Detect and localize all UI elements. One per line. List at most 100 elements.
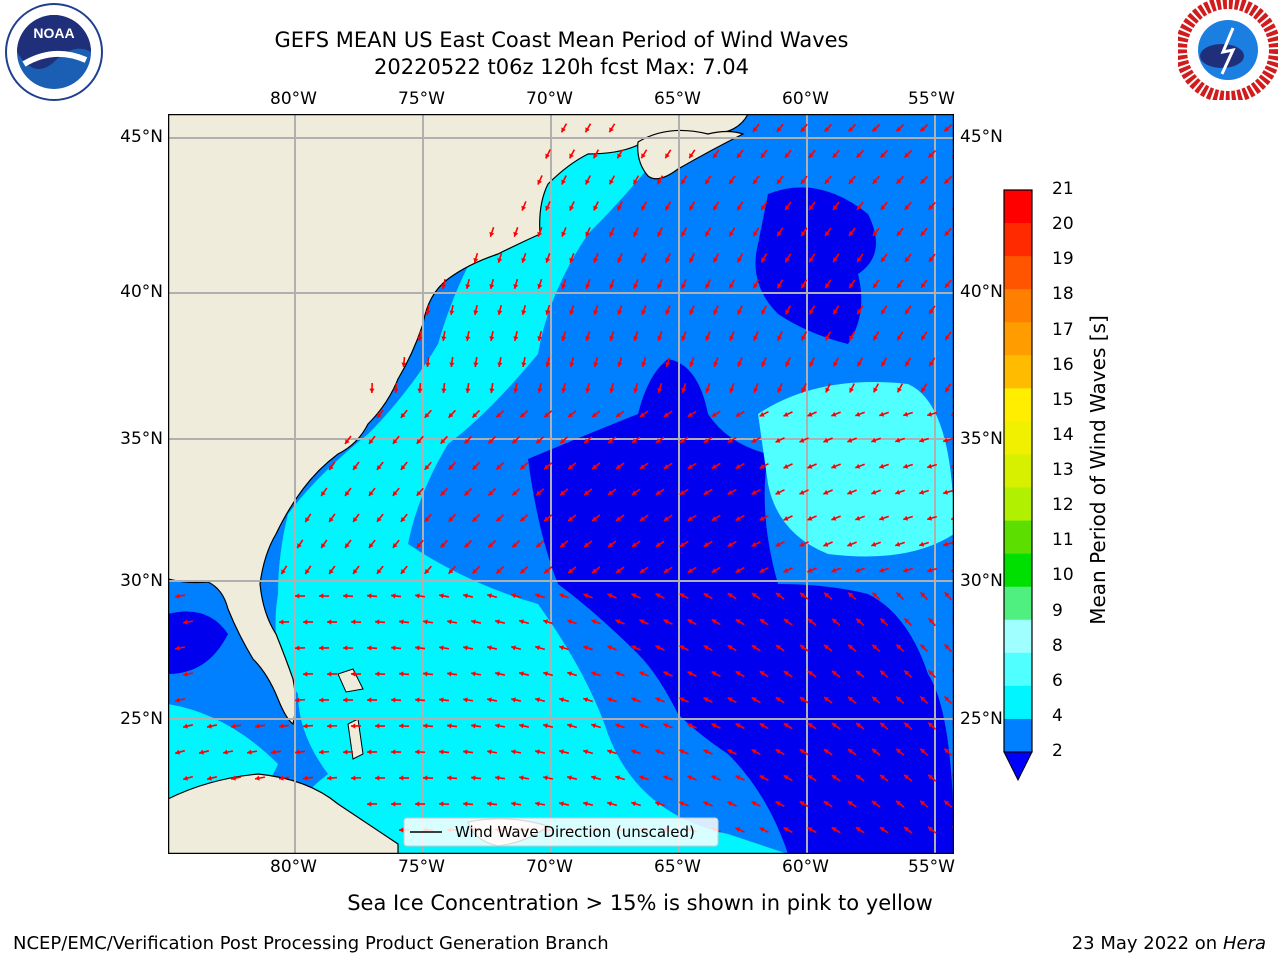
wind-wave-arrow-head (663, 619, 669, 624)
wind-wave-arrow-head (777, 387, 783, 393)
wind-wave-arrow-head (848, 178, 854, 184)
wind-wave-arrow-head (735, 671, 741, 676)
wind-wave-arrow-head (903, 463, 909, 469)
wind-wave-arrow-head (783, 515, 789, 521)
wind-wave-arrow-head (687, 412, 693, 417)
wind-wave-arrow-head (519, 723, 524, 729)
wind-wave-arrow-head (375, 775, 380, 781)
wind-wave-arrow-head (559, 645, 565, 651)
wind-wave-arrow-head (472, 568, 478, 574)
wind-wave-arrow-head (535, 801, 540, 807)
wind-wave-arrow-head (544, 412, 550, 418)
colorbar-tick-labels: 21 20 19 18 17 16 15 14 13 12 11 10 9 8 6 4 2 (1040, 179, 1100, 786)
wind-wave-arrow-head (855, 827, 861, 832)
wind-wave-arrow-head (856, 204, 862, 210)
wind-wave-arrow-head (879, 827, 885, 832)
wind-wave-arrow-head (415, 645, 420, 651)
wind-wave-arrow-head (417, 388, 423, 393)
wind-wave-arrow-head (568, 412, 574, 418)
wind-wave-arrow-head (927, 463, 933, 469)
lat-label-right-1: 45°N (960, 127, 1003, 147)
wind-wave-arrow-head (687, 619, 693, 624)
cuba (168, 773, 399, 854)
wind-wave-arrow-head (487, 749, 492, 755)
wind-wave-arrow-head (496, 412, 502, 418)
wind-wave-arrow-head (856, 152, 862, 158)
wind-wave-arrow-head (735, 464, 741, 469)
wind-wave-arrow-head (831, 723, 837, 728)
legend-label: Wind Wave Direction (unscaled) (455, 823, 695, 841)
wind-wave-arrow-head (617, 205, 622, 211)
wind-wave-arrow-head (927, 515, 933, 521)
wind-wave-arrow-head (400, 516, 406, 522)
wind-wave-arrow-head (561, 179, 567, 185)
wind-wave-arrow-head (513, 388, 519, 393)
wind-wave-arrow-head (920, 230, 926, 236)
wind-wave-arrow-head (631, 801, 637, 807)
wind-wave-arrow-head (559, 749, 564, 755)
wind-wave-arrow-head (512, 490, 518, 496)
lon-label-top-1: 80°W (270, 89, 317, 109)
chart-subtitle: 20220522 t06z 120h fcst Max: 7.04 (374, 55, 749, 79)
lat-label-right-5: 25°N (960, 709, 1003, 729)
colorbar-tick-label: 2 (1052, 741, 1063, 761)
wind-wave-arrow-head (919, 489, 925, 495)
wind-wave-arrow-head (439, 749, 444, 755)
wind-wave-arrow-head (368, 490, 374, 496)
colorbar-extend-triangle (1003, 751, 1033, 782)
wind-wave-arrow-head (681, 283, 687, 289)
lon-label-top-5: 60°W (782, 89, 829, 109)
wind-wave-arrow-head (903, 567, 909, 573)
wind-wave-arrow-head (783, 411, 789, 417)
wind-wave-arrow-head (663, 464, 669, 469)
wind-wave-arrow-head (329, 569, 334, 575)
wind-wave-arrow-head (569, 153, 574, 159)
wind-wave-arrow-head (391, 593, 396, 599)
wind-wave-arrow-head (665, 309, 671, 315)
lon-label-bottom-1: 80°W (270, 857, 317, 877)
wind-wave-arrow-head (895, 541, 901, 547)
sea-ice-note: Sea Ice Concentration > 15% is shown in … (0, 891, 1280, 915)
wind-wave-arrow-head (735, 412, 741, 417)
wind-wave-arrow-head (567, 775, 572, 781)
wind-wave-arrow-head (399, 827, 404, 833)
wind-wave-arrow-head (753, 335, 759, 341)
wind-wave-arrow-head (825, 231, 830, 237)
wind-wave-arrow-head (583, 593, 589, 599)
colorbar-segment (1004, 355, 1032, 389)
colorbar-tick-label: 20 (1052, 214, 1074, 235)
wind-wave-arrow-head (473, 310, 479, 315)
wind-wave-arrow-head (881, 257, 886, 263)
wind-wave-arrow-head (295, 749, 300, 755)
wind-wave-arrow-head (321, 543, 326, 549)
wind-wave-arrow-head (448, 568, 454, 574)
wind-wave-arrow-head (303, 775, 308, 781)
wind-wave-arrow-head (376, 464, 382, 470)
wind-wave-arrow-head (391, 749, 396, 755)
wind-wave-arrow-head (777, 335, 782, 341)
wind-wave-arrow-head (775, 801, 781, 806)
wind-wave-arrow-head (823, 749, 829, 754)
wind-wave-arrow-head (545, 205, 551, 211)
wind-wave-arrow-head (711, 412, 717, 417)
wind-wave-arrow-head (536, 542, 542, 548)
wind-wave-arrow-head (759, 671, 765, 676)
wind-wave-arrow-head (609, 388, 615, 393)
wind-wave-arrow-head (441, 336, 447, 341)
wind-wave-arrow-head (351, 619, 356, 625)
colorbar-segment (1004, 652, 1032, 687)
wind-wave-arrow-head (657, 231, 662, 237)
wind-wave-arrow-head (376, 568, 382, 574)
wind-wave-arrow-head (657, 335, 663, 341)
wind-wave-arrow-head (665, 205, 670, 211)
wind-wave-arrow-head (400, 412, 406, 418)
wind-wave-arrow-head (655, 490, 661, 495)
wind-wave-arrow-head (441, 388, 447, 393)
wind-wave-arrow-head (183, 723, 188, 729)
wind-wave-arrow-head (689, 205, 694, 211)
wind-wave-arrow-head (585, 127, 590, 133)
lat-label-left-4: 30°N (120, 571, 163, 591)
wind-wave-arrow-head (783, 619, 789, 624)
wind-wave-arrow-head (905, 361, 910, 367)
wind-wave-arrow-head (536, 490, 542, 496)
